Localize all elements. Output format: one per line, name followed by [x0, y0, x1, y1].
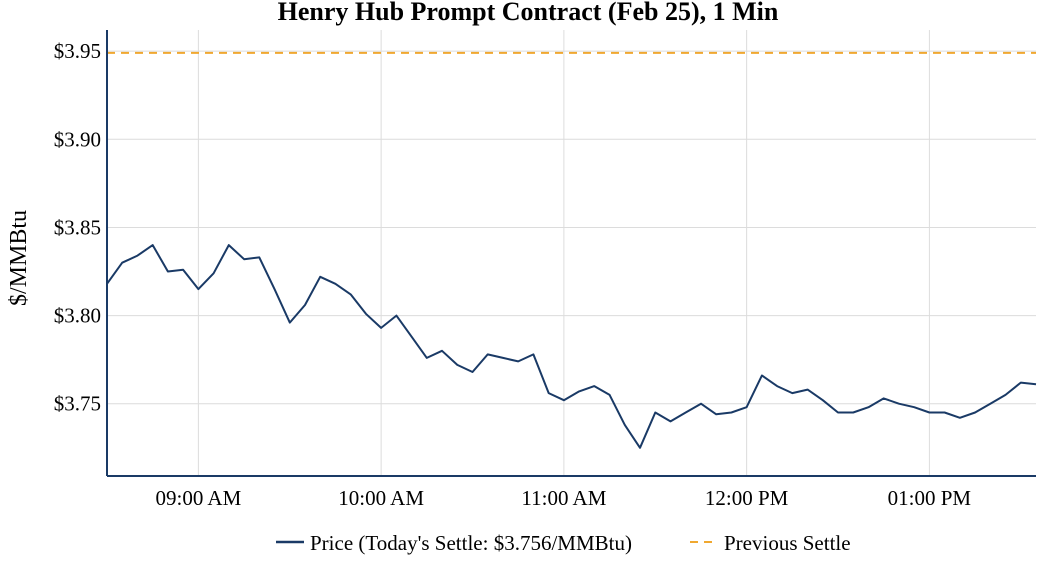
x-tick-label: 01:00 PM — [888, 486, 972, 510]
price-line-layer — [106, 244, 1037, 449]
price-series-line — [106, 244, 1037, 449]
y-tick-label: $3.95 — [54, 39, 101, 63]
x-tick-label: 09:00 AM — [155, 486, 241, 510]
x-tick-label: 10:00 AM — [338, 486, 424, 510]
gridlines — [107, 30, 1036, 476]
legend: Price (Today's Settle: $3.756/MMBtu) Pre… — [276, 531, 851, 555]
legend-previous-settle-label: Previous Settle — [724, 531, 851, 555]
y-tick-label: $3.85 — [54, 215, 101, 239]
legend-price-label: Price (Today's Settle: $3.756/MMBtu) — [310, 531, 632, 555]
axes — [106, 30, 1036, 477]
y-axis-label: $/MMBtu — [6, 210, 32, 306]
x-tick-label: 11:00 AM — [521, 486, 606, 510]
y-tick-label: $3.80 — [54, 304, 101, 328]
y-tick-labels: $3.75 $3.80 $3.85 $3.90 $3.95 — [54, 39, 101, 416]
y-tick-label: $3.90 — [54, 127, 101, 151]
y-tick-label: $3.75 — [54, 392, 101, 416]
x-tick-labels: 09:00 AM 10:00 AM 11:00 AM 12:00 PM 01:00 PM — [155, 486, 971, 510]
x-tick-label: 12:00 PM — [705, 486, 789, 510]
chart-title: Henry Hub Prompt Contract (Feb 25), 1 Mi… — [278, 0, 779, 26]
